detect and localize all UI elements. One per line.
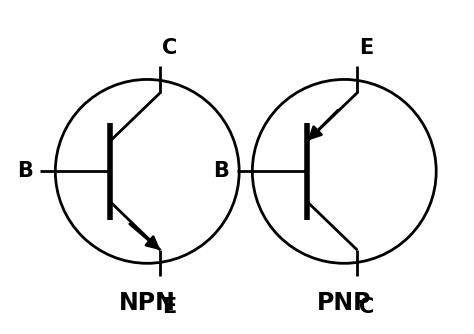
Text: PNP: PNP: [317, 291, 372, 315]
Text: C: C: [162, 37, 177, 57]
Text: E: E: [359, 37, 374, 57]
Text: B: B: [18, 161, 34, 181]
Text: B: B: [213, 161, 228, 181]
Text: E: E: [162, 297, 176, 317]
Text: NPN: NPN: [119, 291, 176, 315]
Text: C: C: [358, 297, 374, 317]
